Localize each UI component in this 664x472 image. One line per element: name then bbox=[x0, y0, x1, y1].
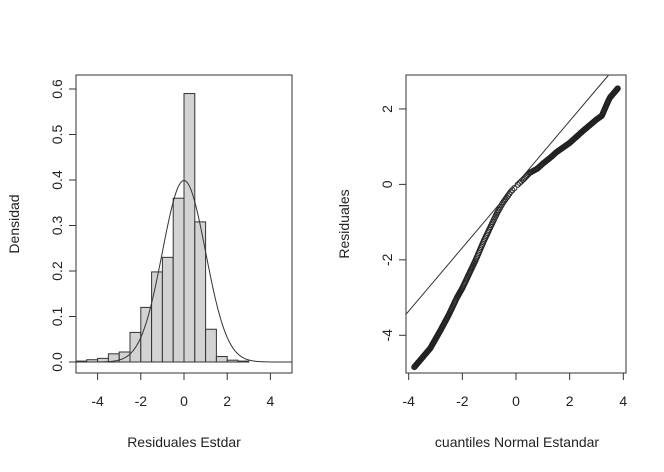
histogram-x-label: Residuales Estdar bbox=[127, 434, 241, 450]
histogram-x-axis: -4 -2 0 2 4 bbox=[91, 372, 275, 409]
histogram-x-tick-label: 0 bbox=[180, 393, 188, 409]
histogram-y-tick-label: 0.4 bbox=[49, 170, 65, 190]
histogram-y-label: Densidad bbox=[6, 194, 22, 253]
qq-y-tick-label: -2 bbox=[379, 253, 395, 266]
histogram-y-tick-label: 0.6 bbox=[49, 79, 65, 99]
qq-x-axis: -4 -2 0 2 4 bbox=[402, 372, 627, 409]
histogram-bar bbox=[118, 351, 131, 363]
qq-y-tick-label: -4 bbox=[379, 329, 395, 342]
qq-x-tick-label: -2 bbox=[456, 393, 469, 409]
histogram-panel: -4 -2 0 2 4 0.0 0.1 0.2 0.3 0.4 0.5 0.6 Residuales… bbox=[6, 74, 293, 450]
histogram-y-tick-label: 0.3 bbox=[49, 216, 65, 236]
histogram-bar bbox=[237, 360, 250, 363]
qq-point bbox=[509, 187, 516, 194]
histogram-bar bbox=[172, 197, 185, 363]
histogram-y-tick-label: 0.1 bbox=[49, 307, 65, 327]
histogram-bar bbox=[226, 359, 239, 363]
histogram-y-tick-label: 0.0 bbox=[49, 352, 65, 372]
qq-points bbox=[411, 85, 621, 371]
qq-point bbox=[511, 185, 518, 192]
histogram-x-tick-label: 4 bbox=[267, 393, 275, 409]
qq-y-axis: -4 -2 0 2 bbox=[379, 105, 407, 342]
histogram-y-tick-label: 0.2 bbox=[49, 261, 65, 281]
qq-x-tick-label: 4 bbox=[619, 393, 627, 409]
histogram-bars bbox=[75, 93, 250, 363]
histogram-y-tick-label: 0.5 bbox=[49, 125, 65, 145]
histogram-y-axis: 0.0 0.1 0.2 0.3 0.4 0.5 0.6 bbox=[49, 79, 77, 372]
histogram-bar bbox=[161, 256, 174, 363]
qq-x-tick-label: 2 bbox=[566, 393, 574, 409]
qq-x-label: cuantiles Normal Estandar bbox=[435, 434, 600, 450]
normal-density-curve bbox=[76, 179, 292, 363]
histogram-bar bbox=[183, 93, 196, 363]
qq-reference-line bbox=[405, 74, 610, 315]
histogram-bar bbox=[205, 328, 217, 363]
qq-y-tick-label: 0 bbox=[379, 180, 395, 188]
qq-x-tick-label: 0 bbox=[512, 393, 520, 409]
qq-plot-panel: -4 -2 0 2 4 -4 -2 0 2 cuantiles Normal Estandar… bbox=[336, 74, 627, 450]
qq-y-label: Residuales bbox=[336, 189, 352, 258]
qq-y-tick-label: 2 bbox=[379, 105, 395, 113]
histogram-bar bbox=[215, 356, 228, 363]
qq-x-tick-label: -4 bbox=[402, 393, 415, 409]
histogram-x-tick-label: 2 bbox=[223, 393, 231, 409]
histogram-x-tick-label: -2 bbox=[135, 393, 148, 409]
qq-point bbox=[614, 85, 621, 92]
qq-point bbox=[507, 188, 514, 195]
histogram-x-tick-label: -4 bbox=[91, 393, 104, 409]
histogram-bar bbox=[194, 221, 207, 363]
histogram-bar bbox=[151, 271, 163, 363]
